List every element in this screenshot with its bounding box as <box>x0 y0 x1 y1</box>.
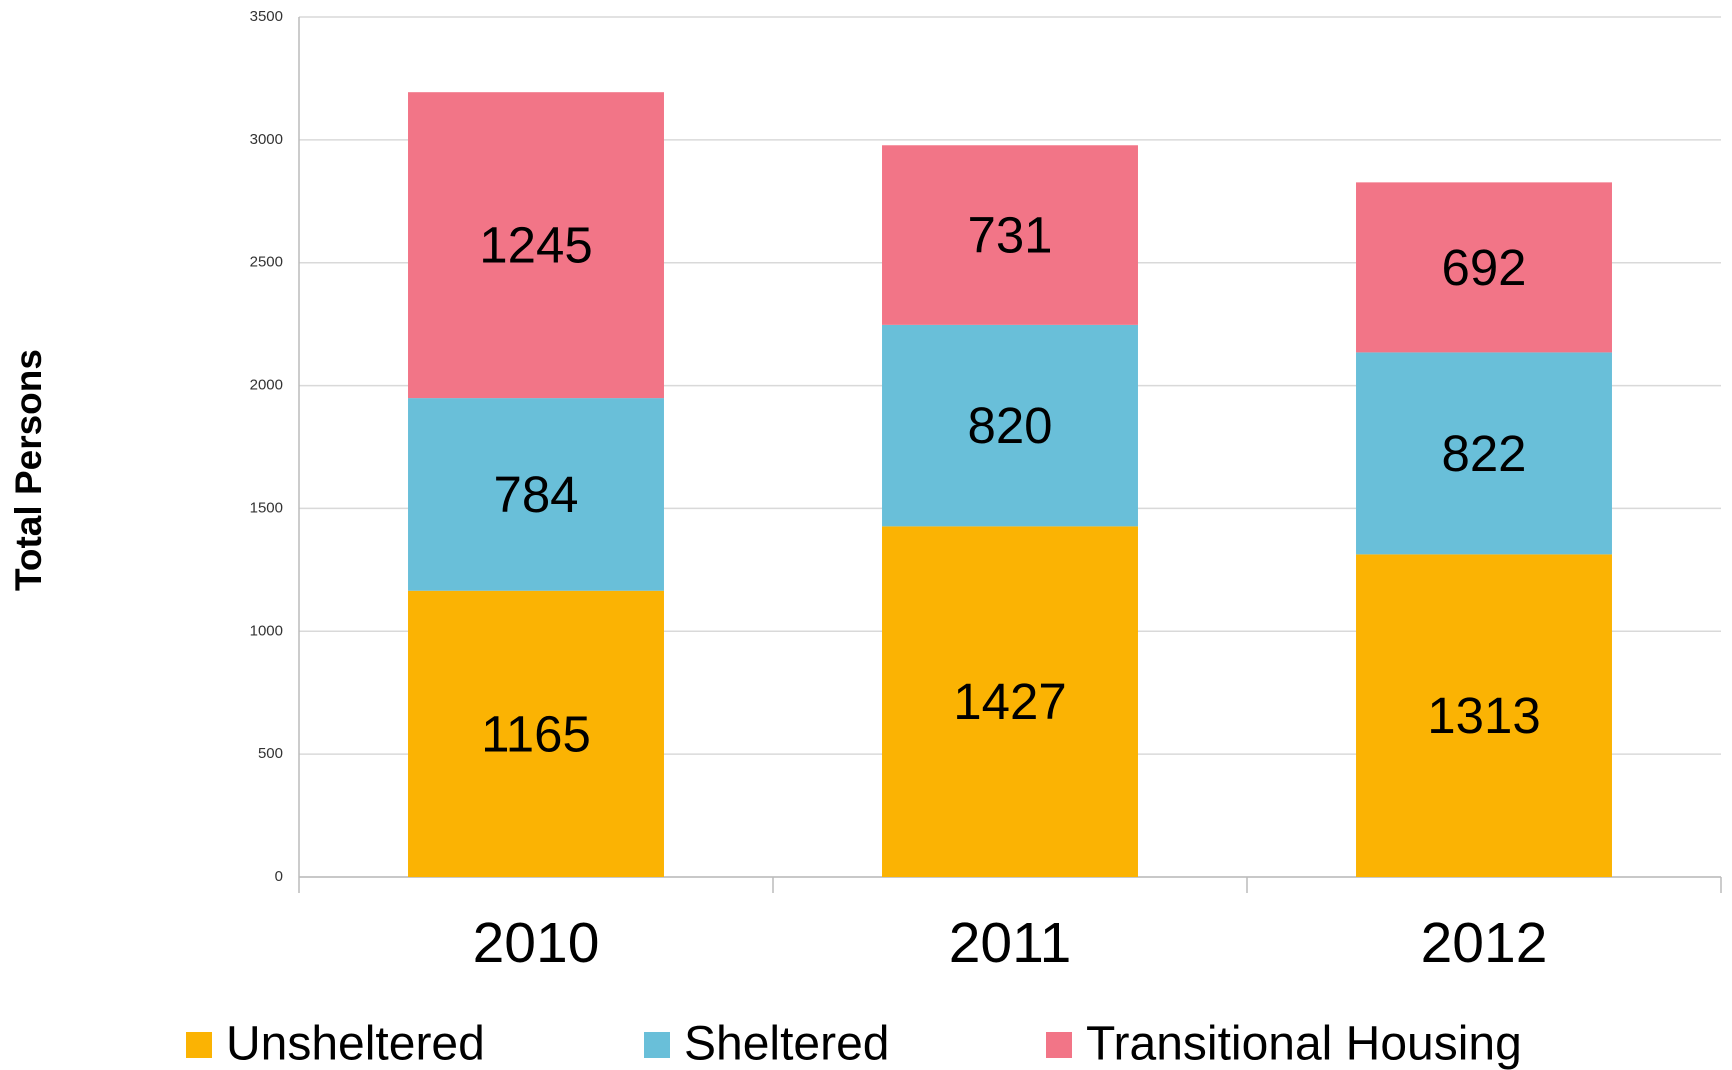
data-label: 692 <box>1441 239 1526 296</box>
legend-swatch <box>1046 1032 1072 1058</box>
y-tick-label: 1000 <box>250 622 283 639</box>
y-tick-label: 0 <box>275 868 283 885</box>
y-tick-label: 3500 <box>250 8 283 25</box>
x-tick-label: 2010 <box>473 911 600 975</box>
bar-segment <box>408 92 664 399</box>
y-tick-label: 3000 <box>250 131 283 148</box>
legend-swatch <box>644 1032 670 1058</box>
bar-segment <box>1356 352 1612 555</box>
y-tick-label: 500 <box>258 745 283 762</box>
bar-segment <box>408 590 664 877</box>
y-tick-label: 1500 <box>250 499 283 516</box>
data-label: 784 <box>493 466 578 523</box>
x-tick-label: 2012 <box>1421 911 1548 975</box>
data-label: 822 <box>1441 425 1526 482</box>
y-tick-label: 2000 <box>250 377 283 394</box>
data-label: 1165 <box>481 705 591 762</box>
bar-segment <box>1356 554 1612 877</box>
bar-segment <box>882 526 1138 877</box>
data-label: 1313 <box>1427 687 1540 744</box>
y-axis-title: Total Persons <box>8 349 49 591</box>
legend-label: Transitional Housing <box>1086 1018 1522 1070</box>
data-label: 731 <box>967 207 1052 264</box>
legend-label: Sheltered <box>684 1018 889 1070</box>
bar-segment <box>408 398 664 591</box>
data-label: 1427 <box>953 673 1066 730</box>
data-label: 1245 <box>479 217 592 274</box>
legend-label: Unsheltered <box>226 1018 485 1070</box>
bar-segment <box>1356 182 1612 353</box>
legend-swatch <box>186 1032 212 1058</box>
x-tick-label: 2011 <box>949 911 1072 975</box>
data-label: 820 <box>967 397 1052 454</box>
y-tick-label: 2500 <box>250 254 283 271</box>
bar-segment <box>882 145 1138 325</box>
bar-segment <box>882 324 1138 527</box>
